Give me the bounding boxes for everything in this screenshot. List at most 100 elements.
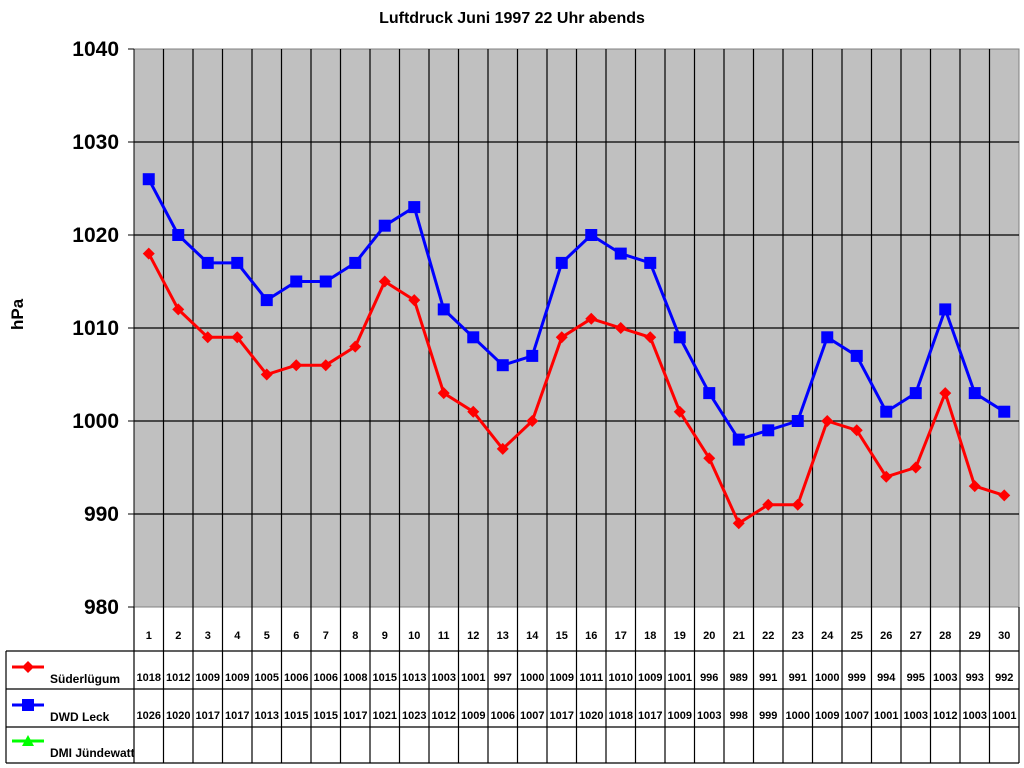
table-cell-value: 1009 (550, 672, 574, 684)
series-line (147, 252, 1005, 525)
table-cell-value: 1009 (638, 672, 662, 684)
table-cell-value: 1018 (137, 672, 161, 684)
x-category-label: 27 (910, 630, 922, 642)
square-marker-icon (201, 256, 214, 269)
legend-label: DMI Jündewatt (50, 746, 135, 760)
square-marker-icon (349, 256, 362, 269)
y-axis: 980 990 1000 1010 1020 1030 1040 (72, 38, 135, 619)
table-cell-value: 1021 (373, 710, 397, 722)
square-marker-icon (526, 349, 539, 362)
series-lines (142, 173, 1011, 530)
diamond-marker-icon (998, 489, 1011, 502)
square-marker-icon (142, 173, 155, 186)
diamond-marker-icon (231, 331, 244, 344)
y-tick-label: 1020 (72, 224, 119, 247)
table-cell-value: 1000 (520, 672, 544, 684)
x-category-label: 28 (939, 630, 951, 642)
table-cell-value: 1006 (314, 672, 338, 684)
square-marker-icon (880, 405, 893, 418)
square-marker-icon (614, 247, 627, 260)
x-category-label: 23 (792, 630, 804, 642)
square-marker-icon (821, 331, 834, 344)
table-cell-value: 989 (730, 672, 748, 684)
y-tick-label: 1000 (72, 410, 119, 433)
table-cell-value: 1015 (314, 710, 338, 722)
square-marker-icon (408, 201, 421, 214)
diamond-marker-icon (290, 359, 303, 372)
diamond-marker-icon (732, 517, 745, 530)
table-cell-value: 1005 (255, 672, 279, 684)
diamond-marker-icon (850, 424, 863, 437)
table-cell-value: 1003 (697, 710, 721, 722)
table-cell-value: 1023 (402, 710, 426, 722)
x-category-label: 18 (644, 630, 656, 642)
diamond-marker-icon (437, 387, 450, 400)
x-category-label: 7 (323, 630, 329, 642)
table-cell-value: 1001 (992, 710, 1016, 722)
diamond-marker-icon (260, 368, 273, 381)
square-marker-icon (585, 229, 598, 241)
y-tick-label: 1030 (72, 131, 119, 154)
square-marker-icon (437, 303, 450, 316)
square-marker-icon (231, 256, 244, 269)
table-cell-value: 1020 (166, 710, 190, 722)
triangle-marker-icon (22, 735, 34, 746)
y-tick-label: 1010 (72, 317, 119, 340)
y-tick-label: 990 (84, 503, 119, 526)
table-cell-value: 1003 (432, 672, 456, 684)
table-cell-value: 1009 (196, 672, 220, 684)
table-cell-value: 997 (494, 672, 512, 684)
x-category-label: 1 (146, 630, 152, 642)
x-category-label: 11 (438, 630, 450, 642)
table-cell-value: 996 (700, 672, 718, 684)
table-cell-value: 1006 (284, 672, 308, 684)
table-cell-value: 1015 (284, 710, 308, 722)
gridlines (134, 49, 1019, 607)
x-category-label: 2 (175, 630, 181, 642)
diamond-marker-icon (614, 322, 627, 334)
square-marker-icon (290, 275, 303, 288)
square-marker-icon (998, 405, 1011, 418)
diamond-marker-icon (939, 387, 952, 400)
table-cell-value: 1015 (373, 672, 397, 684)
square-marker-icon (909, 387, 922, 400)
table-cell-value: 1000 (786, 710, 810, 722)
table-cell-value: 1011 (579, 672, 603, 684)
square-marker-icon (555, 256, 568, 269)
square-marker-icon (732, 433, 745, 446)
table-cell-value: 1013 (255, 710, 279, 722)
x-category-label: 22 (762, 630, 774, 642)
legend-label: DWD Leck (50, 710, 110, 724)
table-cell-value: 1003 (904, 710, 928, 722)
legend-label: Süderlügum (50, 672, 120, 686)
x-category-label: 21 (733, 630, 745, 642)
diamond-marker-icon (821, 415, 834, 427)
square-marker-icon (644, 256, 657, 269)
x-category-label: 4 (234, 630, 241, 642)
diamond-marker-icon (319, 359, 332, 372)
diamond-marker-icon (201, 331, 214, 344)
table-cell-value: 1009 (815, 710, 839, 722)
x-category-label: 8 (352, 630, 358, 642)
table-cell-value: 1007 (845, 710, 869, 722)
square-marker-icon (968, 387, 981, 400)
x-category-label: 30 (998, 630, 1010, 642)
table-cell-value: 1017 (550, 710, 574, 722)
table-cell-value: 1012 (933, 710, 957, 722)
table-cell-value: 1017 (225, 710, 249, 722)
table-cell-value: 1009 (668, 710, 692, 722)
x-category-label: 14 (526, 630, 539, 642)
table-cell-value: 1012 (432, 710, 456, 722)
table-cell-value: 1008 (343, 672, 367, 684)
table-cell-value: 1020 (579, 710, 603, 722)
x-category-label: 6 (293, 630, 299, 642)
diamond-marker-icon (644, 331, 657, 344)
table-cell-value: 1009 (225, 672, 249, 684)
diamond-marker-icon (22, 661, 34, 673)
diamond-marker-icon (172, 303, 185, 316)
table-cell-value: 998 (730, 710, 748, 722)
table-cell-value: 1000 (815, 672, 839, 684)
square-marker-icon (22, 699, 34, 711)
x-category-label: 19 (674, 630, 686, 642)
